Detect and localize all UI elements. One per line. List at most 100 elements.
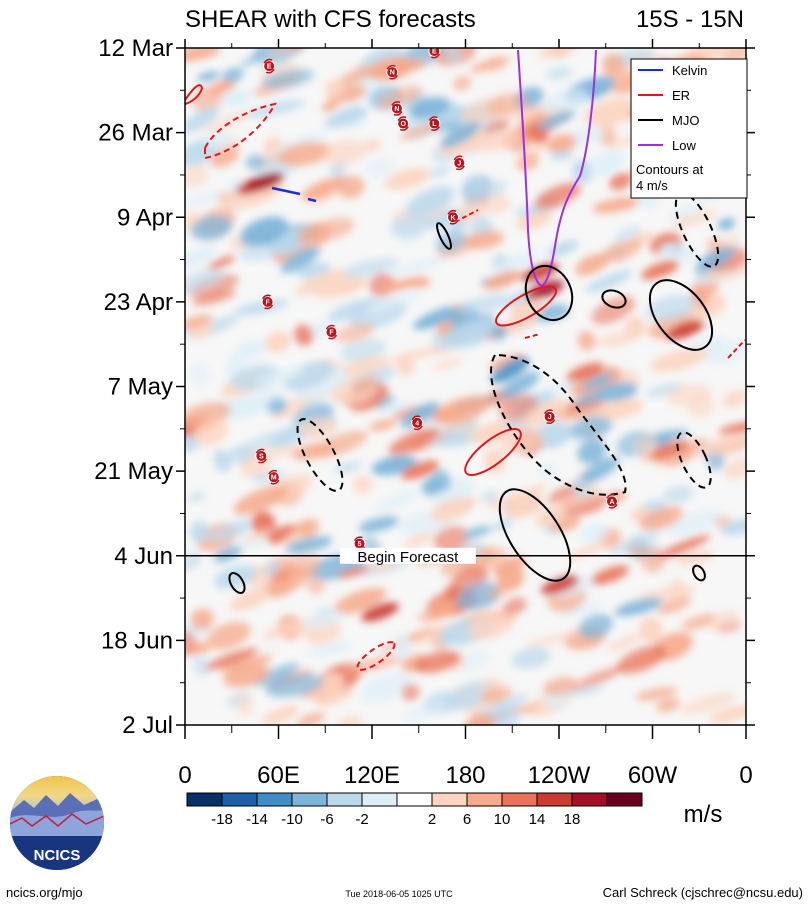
- x-tick-label: 120W: [528, 762, 591, 789]
- storm-markers: E N E N O L J K F F 4 J S M A 5: [255, 48, 618, 551]
- region-label: 15S - 15N: [636, 6, 744, 33]
- begin-forecast-label-bg: [339, 547, 476, 564]
- y-tick-label: 2 Jul: [122, 712, 173, 739]
- er-contours: [185, 84, 746, 671]
- legend-note-line2: 4 m/s: [636, 178, 668, 193]
- storm-label: M: [271, 475, 277, 482]
- colorbar-swatch: [256, 792, 293, 807]
- low-contour: [517, 49, 597, 288]
- storm-marker: A: [605, 494, 618, 509]
- footer-url: ncics.org/mjo: [6, 885, 83, 900]
- ncics-logo: NCICS: [10, 776, 104, 870]
- x-tick-label: 0: [739, 762, 752, 789]
- storm-marker: F: [261, 294, 274, 310]
- storm-marker: N: [390, 101, 403, 116]
- storm-marker: N: [386, 64, 399, 80]
- y-tick-label: 21 May: [94, 458, 173, 485]
- storm-marker: E: [428, 48, 441, 59]
- legend-entry: MJO: [638, 113, 699, 128]
- colorbar-swatch: [431, 792, 468, 807]
- x-tick-label: 60E: [257, 762, 300, 789]
- storm-label: E: [432, 49, 437, 56]
- colorbar-label: -2: [355, 811, 368, 828]
- y-tick-label: 9 Apr: [117, 204, 173, 231]
- x-axis: 0 60E 120E 180 120W 60W 0: [178, 39, 753, 789]
- legend-note-line1: Contours at: [636, 162, 704, 177]
- colorbar-label: -10: [281, 811, 303, 828]
- storm-marker: J: [543, 409, 556, 425]
- storm-label: J: [548, 414, 552, 421]
- colorbar-units: m/s: [684, 801, 723, 828]
- storm-label: 4: [415, 420, 419, 427]
- storm-label: K: [451, 215, 456, 222]
- storm-marker: M: [267, 469, 280, 485]
- storm-label: 5: [358, 541, 362, 548]
- storm-label: J: [457, 160, 461, 167]
- legend-entry: Low: [638, 138, 696, 153]
- colorbar-label: 2: [428, 811, 436, 828]
- colorbar-swatch: [361, 792, 398, 807]
- colorbar-label: 14: [529, 811, 546, 828]
- colorbar-swatch: [501, 792, 538, 807]
- x-tick-label: 120E: [344, 762, 400, 789]
- colorbar: -18 -14 -10 -6 -2 2 6 10 14 18: [186, 792, 643, 828]
- footer-timestamp: Tue 2018-06-05 1025 UTC: [345, 889, 453, 899]
- kelvin-contour: [271, 186, 317, 203]
- x-tick-label: 180: [445, 762, 485, 789]
- colorbar-swatch: [186, 792, 223, 807]
- legend-entry: ER: [638, 88, 690, 103]
- storm-marker: J: [453, 155, 466, 171]
- legend: Kelvin ER MJO Low Contours at 4 m/s: [630, 58, 748, 199]
- colorbar-label: 10: [494, 811, 511, 828]
- legend-label: Kelvin: [672, 63, 707, 78]
- y-tick-label: 18 Jun: [101, 627, 173, 654]
- storm-marker: S: [255, 448, 268, 464]
- storm-label: L: [432, 121, 437, 128]
- storm-marker: K: [447, 209, 460, 225]
- colorbar-swatch: [291, 792, 328, 807]
- legend-label: ER: [672, 88, 690, 103]
- storm-label: F: [329, 330, 334, 337]
- storm-label: F: [265, 299, 270, 306]
- legend-box: [630, 58, 748, 199]
- legend-entry: Kelvin: [638, 63, 707, 78]
- y-tick-label: 26 Mar: [98, 120, 173, 147]
- x-tick-label: 60W: [628, 762, 678, 789]
- colorbar-label: -6: [320, 811, 333, 828]
- y-tick-label: 4 Jun: [114, 543, 173, 570]
- storm-label: O: [400, 121, 406, 128]
- colorbar-swatch: [326, 792, 363, 807]
- storm-label: S: [259, 454, 264, 461]
- colorbar-swatch: [221, 792, 258, 807]
- colorbar-label: -14: [246, 811, 268, 828]
- storm-label: N: [394, 106, 399, 113]
- storm-label: A: [609, 499, 614, 506]
- colorbar-swatch: [396, 792, 433, 807]
- legend-label: Low: [672, 138, 696, 153]
- colorbar-label: 6: [463, 811, 471, 828]
- legend-label: MJO: [672, 113, 699, 128]
- footer-author: Carl Schreck (cjschrec@ncsu.edu): [603, 885, 803, 900]
- y-tick-label: 7 May: [108, 374, 173, 401]
- storm-label: E: [267, 64, 272, 71]
- y-axis: 12 Mar 26 Mar 9 Apr 23 Apr 7 May 21 May 4 Jun 1…: [94, 35, 755, 739]
- storm-marker: E: [263, 58, 276, 74]
- colorbar-swatch: [606, 792, 643, 807]
- storm-marker: L: [428, 116, 441, 131]
- filtered-contours: [185, 49, 746, 671]
- chart-title: SHEAR with CFS forecasts: [185, 6, 476, 33]
- storm-marker: O: [397, 116, 410, 131]
- colorbar-label: 18: [564, 811, 581, 828]
- begin-forecast-label: Begin Forecast: [357, 549, 459, 566]
- y-tick-label: 12 Mar: [98, 35, 173, 62]
- storm-marker: 4: [411, 415, 424, 431]
- x-tick-label: 0: [178, 762, 191, 789]
- colorbar-label: -18: [211, 811, 233, 828]
- colorbar-swatch: [571, 792, 608, 807]
- colorbar-swatch: [466, 792, 503, 807]
- storm-label: N: [390, 70, 395, 77]
- logo-text: NCICS: [34, 847, 81, 864]
- colorbar-swatch: [536, 792, 573, 807]
- y-tick-label: 23 Apr: [104, 289, 173, 316]
